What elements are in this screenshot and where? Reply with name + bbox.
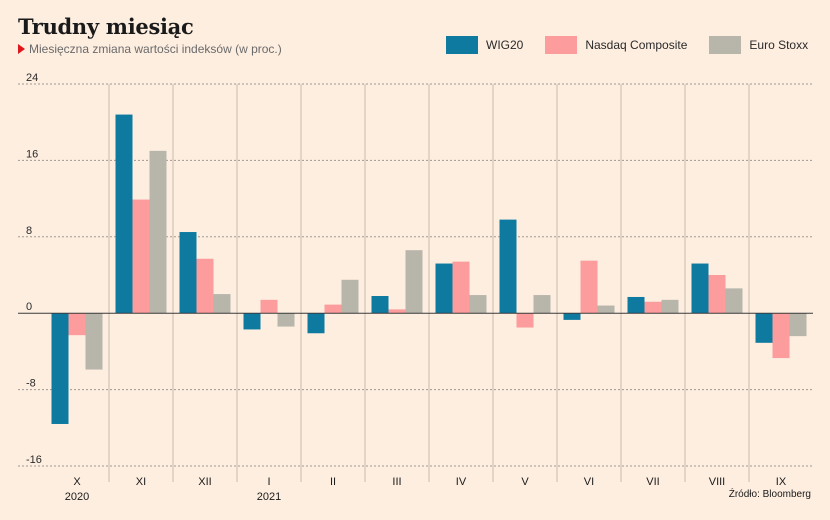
bar-nasdaq-composite (196, 258, 214, 314)
bar-wig20 (371, 296, 389, 314)
year-label: 2021 (257, 491, 281, 503)
bar-nasdaq-composite (132, 199, 150, 314)
bar-euro-stoxx (277, 313, 295, 327)
bar-euro-stoxx (533, 295, 551, 314)
bar-wig20 (499, 219, 517, 314)
bar-euro-stoxx (789, 313, 807, 337)
x-tick-label: XI (136, 476, 146, 488)
bar-euro-stoxx (405, 250, 423, 314)
chart-subtitle: Miesięczna zmiana wartości indeksów (w p… (18, 42, 282, 56)
bar-euro-stoxx (213, 294, 231, 314)
chart-title: Trudny miesiąc (18, 14, 194, 39)
triangle-marker-icon (18, 44, 25, 54)
legend-swatch-wig20 (446, 36, 478, 54)
x-tick-label: VII (646, 476, 659, 488)
y-tick-label: 16 (26, 148, 38, 160)
x-tick-label: IV (456, 476, 467, 488)
bar-nasdaq-composite (324, 304, 342, 314)
y-tick-label: 8 (26, 225, 32, 237)
bar-wig20 (115, 114, 133, 314)
bar-nasdaq-composite (68, 313, 86, 336)
x-tick-label: II (330, 476, 336, 488)
bar-wig20 (179, 232, 197, 314)
bar-wig20 (307, 313, 325, 334)
legend-item-nasdaq: Nasdaq Composite (545, 36, 687, 54)
bar-euro-stoxx (597, 305, 615, 314)
x-tick-label: I (267, 476, 270, 488)
bar-wig20 (243, 313, 261, 330)
legend-label-nasdaq: Nasdaq Composite (585, 38, 688, 52)
x-tick-label: III (392, 476, 401, 488)
bar-wig20 (435, 263, 453, 314)
source-note: Źródło: Bloomberg (728, 489, 811, 500)
x-tick-label: X (73, 476, 81, 488)
x-tick-label: XII (198, 476, 211, 488)
y-tick-label: 0 (26, 301, 32, 313)
bar-wig20 (51, 313, 69, 424)
legend-label-wig20: WIG20 (486, 38, 524, 52)
bar-nasdaq-composite (516, 313, 534, 328)
x-tick-label: VI (584, 476, 594, 488)
bar-wig20 (691, 263, 709, 314)
bar-nasdaq-composite (388, 309, 406, 314)
bar-nasdaq-composite (452, 261, 470, 314)
x-tick-label: VIII (709, 476, 726, 488)
legend: WIG20 Nasdaq Composite Euro Stoxx (446, 36, 808, 54)
bar-wig20 (755, 313, 773, 343)
legend-label-eurostoxx: Euro Stoxx (749, 38, 809, 52)
bar-wig20 (627, 296, 645, 314)
subtitle-text: Miesięczna zmiana wartości indeksów (w p… (29, 42, 282, 56)
bar-euro-stoxx (725, 288, 743, 314)
bar-nasdaq-composite (644, 301, 662, 314)
bar-euro-stoxx (469, 295, 487, 314)
bar-euro-stoxx (661, 299, 679, 314)
bar-euro-stoxx (85, 313, 103, 370)
bar-nasdaq-composite (772, 313, 790, 359)
x-tick-label: V (521, 476, 529, 488)
y-tick-label: 24 (26, 72, 38, 84)
bar-euro-stoxx (149, 150, 167, 314)
bar-nasdaq-composite (580, 260, 598, 314)
bar-euro-stoxx (341, 279, 359, 314)
bar-wig20 (563, 313, 581, 320)
bar-nasdaq-composite (708, 275, 726, 314)
y-tick-label: -16 (26, 454, 42, 466)
x-tick-label: IX (776, 476, 787, 488)
legend-swatch-eurostoxx (709, 36, 742, 54)
bar-nasdaq-composite (260, 299, 278, 314)
year-label: 2020 (65, 491, 89, 503)
y-tick-label: -8 (26, 378, 36, 390)
legend-swatch-nasdaq (545, 36, 578, 54)
legend-item-wig20: WIG20 (446, 36, 523, 54)
legend-item-eurostoxx: Euro Stoxx (709, 36, 808, 54)
